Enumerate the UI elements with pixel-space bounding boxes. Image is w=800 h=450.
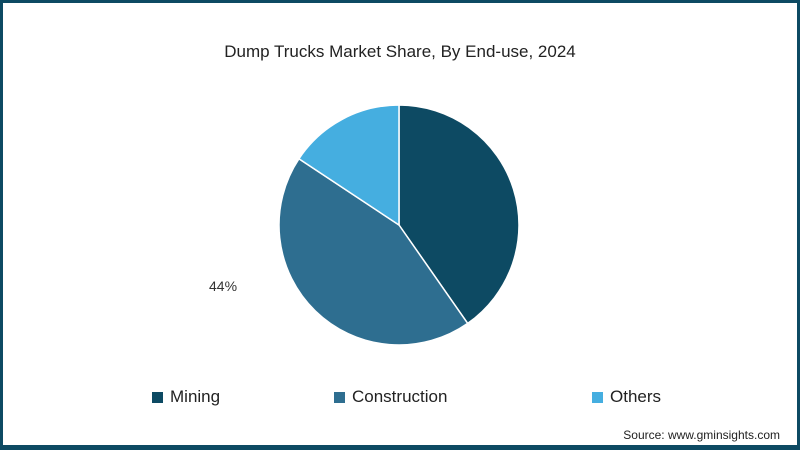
legend: Mining Construction Others xyxy=(0,387,800,409)
legend-swatch-construction xyxy=(334,391,345,403)
pie-slice-construction[interactable] xyxy=(278,157,469,346)
legend-swatch-others xyxy=(592,391,603,403)
pie-slice-mining[interactable] xyxy=(398,104,520,325)
legend-item-others[interactable]: Others xyxy=(592,387,661,407)
source-note: Source: www.gminsights.com xyxy=(623,428,780,442)
construction-data-label: 44% xyxy=(209,278,238,294)
legend-item-mining[interactable]: Mining xyxy=(152,387,220,407)
chart-title: Dump Trucks Market Share, By End-use, 20… xyxy=(224,42,576,61)
pie-slice-others[interactable] xyxy=(297,104,400,227)
legend-swatch-mining xyxy=(152,391,163,403)
legend-label: Mining xyxy=(170,387,221,406)
legend-label: Others xyxy=(610,387,662,406)
legend-item-construction[interactable]: Construction xyxy=(334,387,447,407)
legend-label: Construction xyxy=(352,387,448,406)
